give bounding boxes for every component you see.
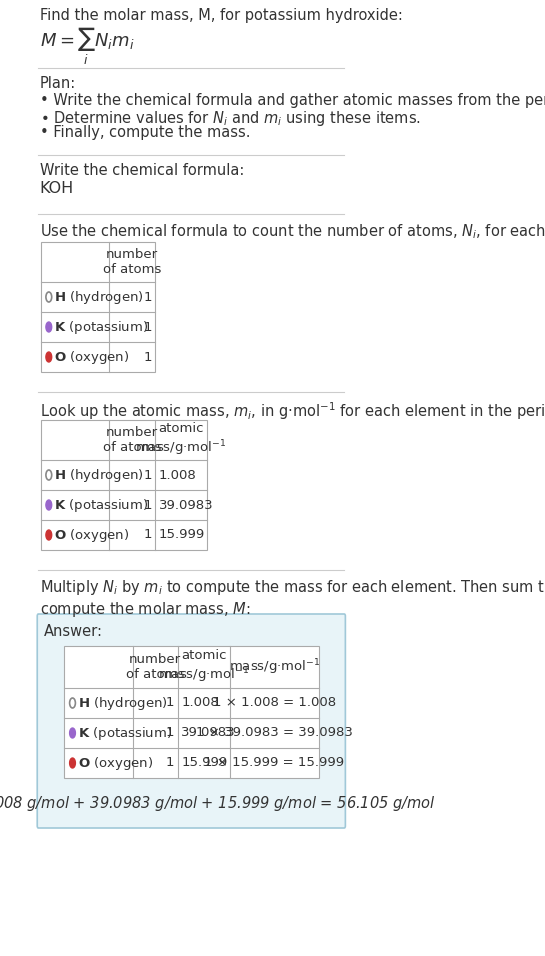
Text: 1: 1 bbox=[143, 320, 152, 334]
Text: 1: 1 bbox=[143, 529, 152, 541]
Text: $\bf{H}$ (hydrogen): $\bf{H}$ (hydrogen) bbox=[54, 289, 144, 306]
Text: Look up the atomic mass, $m_i$, in g·mol$^{-1}$ for each element in the periodic: Look up the atomic mass, $m_i$, in g·mol… bbox=[40, 400, 545, 422]
Text: $\bf{K}$ (potassium): $\bf{K}$ (potassium) bbox=[78, 725, 172, 742]
Text: atomic
mass/g·mol$^{-1}$: atomic mass/g·mol$^{-1}$ bbox=[136, 423, 227, 458]
Text: number
of atoms: number of atoms bbox=[126, 653, 184, 681]
Circle shape bbox=[70, 728, 75, 738]
Text: 1: 1 bbox=[166, 756, 174, 770]
Text: Plan:: Plan: bbox=[40, 76, 76, 91]
Circle shape bbox=[46, 500, 52, 510]
FancyBboxPatch shape bbox=[37, 614, 346, 828]
Circle shape bbox=[46, 352, 52, 362]
Text: Write the chemical formula:: Write the chemical formula: bbox=[40, 163, 244, 178]
Text: • Write the chemical formula and gather atomic masses from the periodic table.: • Write the chemical formula and gather … bbox=[40, 93, 545, 108]
Text: number
of atoms: number of atoms bbox=[103, 248, 161, 276]
Circle shape bbox=[46, 530, 52, 540]
Text: $\bf{H}$ (hydrogen): $\bf{H}$ (hydrogen) bbox=[78, 694, 167, 711]
Text: 1 × 39.0983 = 39.0983: 1 × 39.0983 = 39.0983 bbox=[196, 727, 353, 740]
Text: 39.0983: 39.0983 bbox=[181, 727, 236, 740]
Text: mass/g·mol$^{-1}$: mass/g·mol$^{-1}$ bbox=[229, 657, 320, 677]
Text: $\bf{K}$ (potassium): $\bf{K}$ (potassium) bbox=[54, 318, 148, 336]
Circle shape bbox=[46, 322, 52, 332]
Text: $\bf{O}$ (oxygen): $\bf{O}$ (oxygen) bbox=[54, 349, 129, 365]
Text: $M$ = 1.008 g/mol + 39.0983 g/mol + 15.999 g/mol = 56.105 g/mol: $M$ = 1.008 g/mol + 39.0983 g/mol + 15.9… bbox=[0, 794, 436, 813]
Bar bbox=[64, 646, 319, 778]
Text: $M = \sum_{i} N_i m_i$: $M = \sum_{i} N_i m_i$ bbox=[40, 26, 134, 67]
Text: 39.0983: 39.0983 bbox=[159, 498, 213, 511]
Text: $\bf{K}$ (potassium): $\bf{K}$ (potassium) bbox=[54, 496, 148, 513]
Text: 1 × 15.999 = 15.999: 1 × 15.999 = 15.999 bbox=[204, 756, 344, 770]
Text: 1: 1 bbox=[143, 498, 152, 511]
Text: Use the chemical formula to count the number of atoms, $N_i$, for each element:: Use the chemical formula to count the nu… bbox=[40, 222, 545, 241]
Text: $\bf{O}$ (oxygen): $\bf{O}$ (oxygen) bbox=[54, 527, 129, 544]
Text: 1: 1 bbox=[143, 291, 152, 303]
Text: 1.008: 1.008 bbox=[181, 697, 219, 709]
Bar bbox=[41, 242, 155, 372]
Text: Find the molar mass, M, for potassium hydroxide:: Find the molar mass, M, for potassium hy… bbox=[40, 8, 402, 23]
Bar bbox=[41, 420, 207, 550]
Text: 1: 1 bbox=[166, 727, 174, 740]
Text: $\bf{O}$ (oxygen): $\bf{O}$ (oxygen) bbox=[78, 754, 153, 771]
Circle shape bbox=[70, 758, 75, 768]
Text: number
of atoms: number of atoms bbox=[103, 426, 161, 454]
Text: KOH: KOH bbox=[40, 181, 74, 196]
Text: 1: 1 bbox=[166, 697, 174, 709]
Text: 1.008: 1.008 bbox=[159, 468, 196, 482]
Text: 15.999: 15.999 bbox=[159, 529, 205, 541]
Text: • Determine values for $N_i$ and $m_i$ using these items.: • Determine values for $N_i$ and $m_i$ u… bbox=[40, 109, 421, 128]
Text: Answer:: Answer: bbox=[44, 624, 103, 639]
Bar bbox=[64, 646, 319, 778]
Text: atomic
mass/g·mol$^{-1}$: atomic mass/g·mol$^{-1}$ bbox=[158, 649, 250, 684]
Text: $\bf{H}$ (hydrogen): $\bf{H}$ (hydrogen) bbox=[54, 467, 144, 484]
Text: 1: 1 bbox=[143, 351, 152, 363]
Text: 1 × 1.008 = 1.008: 1 × 1.008 = 1.008 bbox=[213, 697, 336, 709]
Text: 15.999: 15.999 bbox=[181, 756, 227, 770]
Text: • Finally, compute the mass.: • Finally, compute the mass. bbox=[40, 125, 250, 140]
Text: 1: 1 bbox=[143, 468, 152, 482]
Text: Multiply $N_i$ by $m_i$ to compute the mass for each element. Then sum those val: Multiply $N_i$ by $m_i$ to compute the m… bbox=[40, 578, 545, 619]
